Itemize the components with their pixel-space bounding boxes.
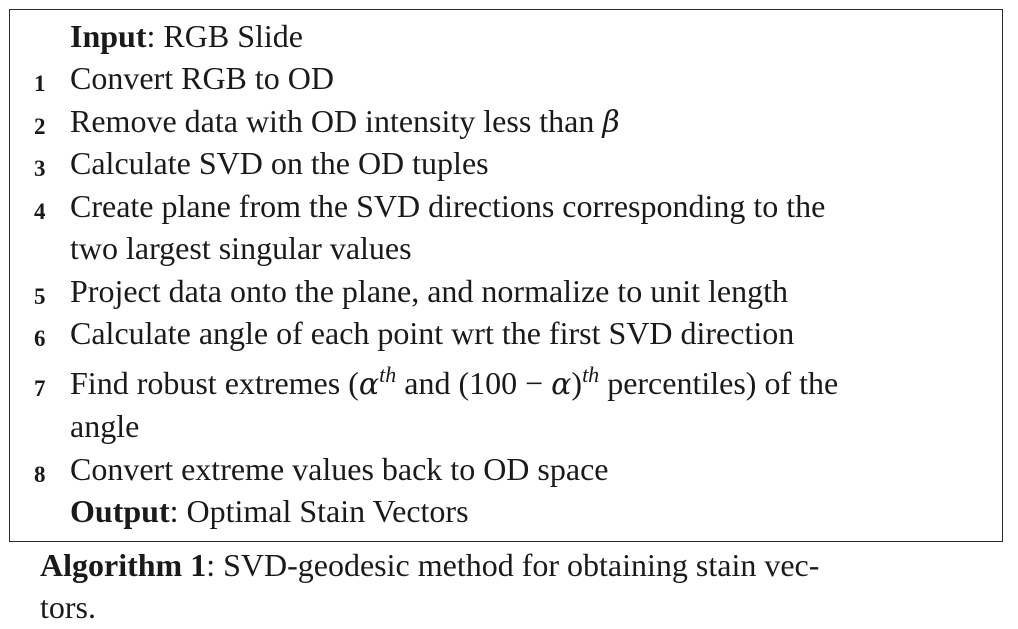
caption-text-continued: tors. xyxy=(40,589,96,625)
step-number: 4 xyxy=(34,199,46,224)
algorithm-box: Input: RGB Slide 1 Convert RGB to OD 2 R… xyxy=(9,9,1003,542)
output-value: : Optimal Stain Vectors xyxy=(169,493,469,529)
step-text-b: and (100 − xyxy=(396,365,552,401)
step-number: 2 xyxy=(34,114,46,139)
step-text: Convert extreme values back to OD space xyxy=(70,451,609,487)
output-label: Output xyxy=(70,493,170,529)
caption-text: : SVD-geodesic method for obtaining stai… xyxy=(206,547,820,583)
algorithm-caption: Algorithm 1: SVD-geodesic method for obt… xyxy=(40,544,980,628)
alpha-symbol-2: α xyxy=(551,367,572,402)
step-number: 3 xyxy=(34,156,46,181)
step-text: Project data onto the plane, and normali… xyxy=(70,273,789,309)
step-text: Calculate angle of each point wrt the fi… xyxy=(70,315,795,351)
step-text: Remove data with OD intensity less than xyxy=(70,103,603,139)
alpha-symbol: α xyxy=(358,367,380,402)
step-number: 5 xyxy=(34,284,46,309)
step-text: Convert RGB to OD xyxy=(70,60,334,96)
step-text-d: percentiles) of the xyxy=(599,365,839,401)
caption-label: Algorithm 1 xyxy=(40,547,207,583)
th-superscript: th xyxy=(379,362,397,387)
th-superscript-2: th xyxy=(582,362,600,387)
step-text: Create plane from the SVD directions cor… xyxy=(70,188,826,224)
step-text-a: Find robust extremes ( xyxy=(70,365,359,401)
step-number: 7 xyxy=(34,376,46,401)
input-value: : RGB Slide xyxy=(146,18,303,54)
step-number: 8 xyxy=(34,462,46,487)
step-text-continued: angle xyxy=(70,408,140,444)
step-text-c: ) xyxy=(571,365,583,401)
input-label: Input xyxy=(70,18,147,54)
step-text-continued: two largest singular values xyxy=(70,230,412,266)
step-text: Calculate SVD on the OD tuples xyxy=(70,145,489,181)
beta-symbol: β xyxy=(602,105,620,140)
step-number: 1 xyxy=(34,71,46,96)
step-number: 6 xyxy=(34,326,46,351)
